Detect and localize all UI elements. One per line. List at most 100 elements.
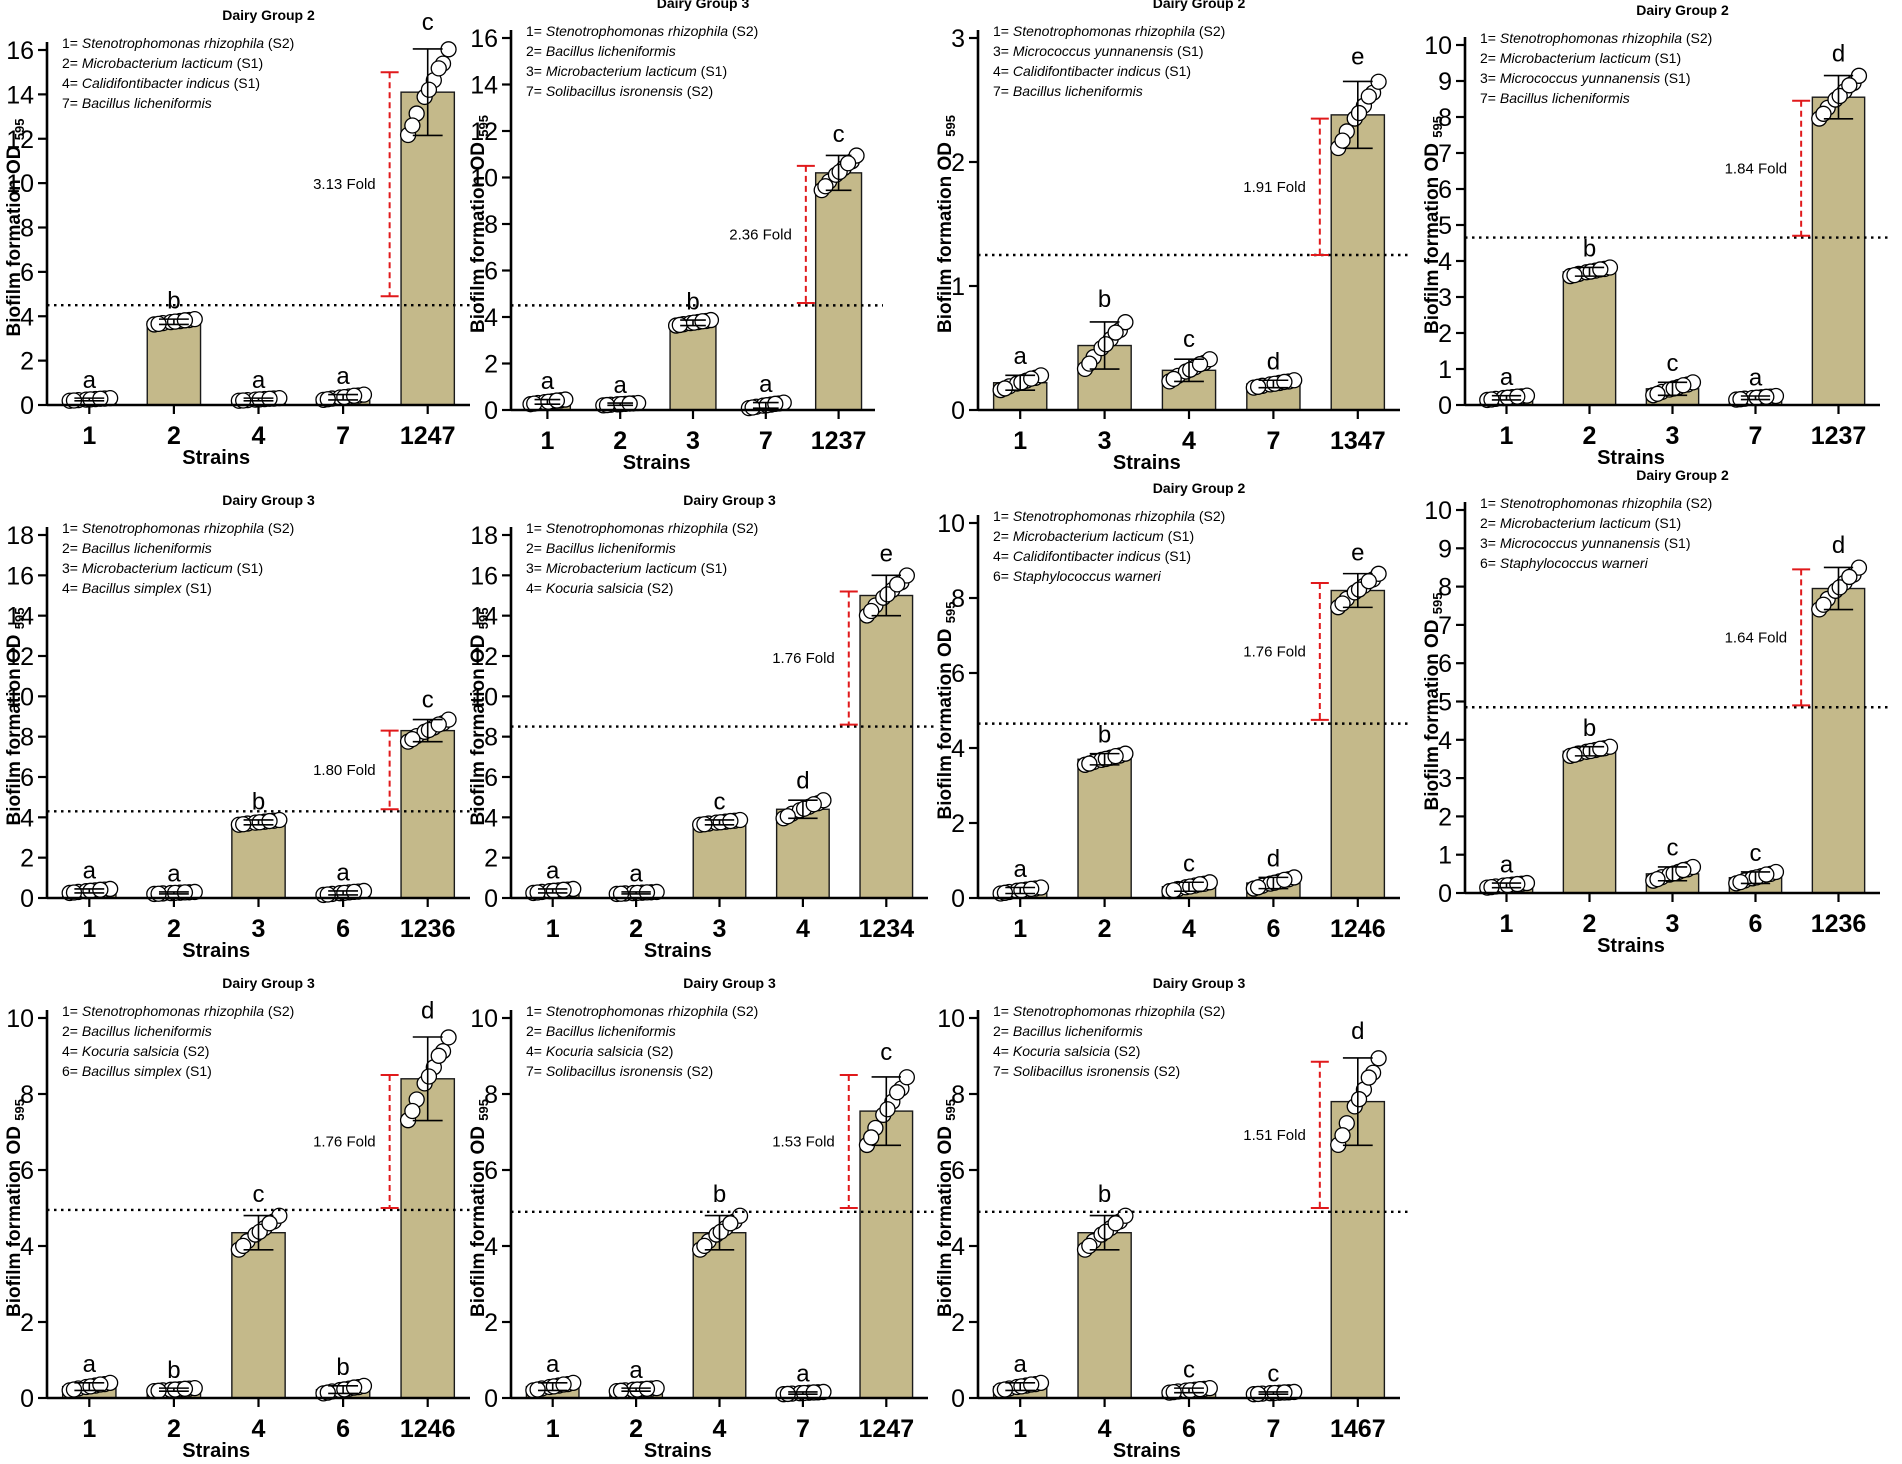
bar-1347[interactable] <box>1330 114 1386 411</box>
data-point <box>889 1084 906 1101</box>
data-point <box>235 1237 252 1255</box>
legend-key: 2= <box>526 43 546 59</box>
bar-3[interactable] <box>231 821 286 899</box>
x-tick-label: 1236 <box>1811 910 1867 938</box>
chart-panel-7: Dairy Group 2 1= Stenotrophomonas rhizoph… <box>935 480 1408 943</box>
bar-1247[interactable] <box>859 1110 914 1399</box>
bar-4[interactable] <box>1077 1231 1132 1399</box>
y-axis-title-main: Biofilm formation OD <box>468 137 489 333</box>
bar-1237[interactable] <box>1811 96 1866 406</box>
legend-species: Bacillus licheniformis <box>1013 1023 1143 1039</box>
data-point <box>1732 873 1749 891</box>
data-point <box>722 812 739 830</box>
x-tick-label: 2 <box>629 915 643 943</box>
data-point <box>1592 261 1609 278</box>
data-point <box>1081 355 1098 372</box>
legend-group: (S2) <box>1195 1003 1225 1019</box>
x-axis-title: Strains <box>623 452 691 474</box>
significance-letter: b <box>336 1354 349 1381</box>
bar-1234[interactable] <box>859 594 914 899</box>
x-tick-label: 2 <box>167 1415 181 1443</box>
legend-group: (S2) <box>728 1003 758 1019</box>
legend-species: Stenotrophomonas rhizophila <box>1500 30 1682 46</box>
bar-2[interactable] <box>1077 758 1132 899</box>
legend-entry: 2= Bacillus licheniformis <box>62 540 212 556</box>
x-axis-title: Strains <box>644 940 712 962</box>
y-tick-label: 16 <box>6 562 34 590</box>
data-point <box>1334 132 1351 149</box>
legend-entry: 4= Bacillus simplex (S1) <box>62 580 212 596</box>
x-tick-label: 2 <box>629 1415 643 1443</box>
data-point <box>261 812 278 830</box>
bar-1236[interactable] <box>400 729 456 899</box>
y-tick-label: 12 <box>6 643 34 671</box>
legend-key: 2= <box>1480 515 1500 531</box>
y-axis-title-sub: 595 <box>12 118 27 140</box>
bar-3[interactable] <box>669 322 717 411</box>
legend-group: (S2) <box>683 1063 713 1079</box>
legend-key: 2= <box>526 1023 546 1039</box>
legend-group: (S1) <box>697 560 727 576</box>
legend-key: 2= <box>62 55 82 71</box>
significance-letter: c <box>253 1181 265 1208</box>
legend-entry: 1= Stenotrophomonas rhizophila (S2) <box>993 508 1225 524</box>
legend-key: 3= <box>526 560 546 576</box>
bar-2[interactable] <box>1562 750 1617 894</box>
x-tick-label: 7 <box>336 422 350 450</box>
y-axis-title: Biofilm formation OD 595 <box>1422 116 1445 334</box>
significance-letter: a <box>546 1351 560 1378</box>
legend-group: (S2) <box>264 520 294 536</box>
chart-panel-10: Dairy Group 3 1= Stenotrophomonas rhizoph… <box>468 975 936 1462</box>
data-point <box>1165 882 1182 899</box>
legend-key: 2= <box>1480 50 1500 66</box>
y-axis-title: Biofilm formation OD 595 <box>1422 592 1445 810</box>
bar-1236[interactable] <box>1811 587 1866 894</box>
x-tick-label: 2 <box>1583 422 1597 450</box>
legend-key: 7= <box>993 83 1013 99</box>
fold-change-label: 3.13 Fold <box>313 176 376 193</box>
x-tick-label: 2 <box>1098 915 1112 943</box>
y-tick-label: 0 <box>20 885 34 913</box>
legend-key: 4= <box>993 63 1013 79</box>
y-tick-label: 4 <box>484 804 498 832</box>
bar-1247[interactable] <box>400 91 456 406</box>
legend: 1= Stenotrophomonas rhizophila (S2) 2= Ba… <box>62 1003 294 1079</box>
x-tick-label: 1 <box>1500 910 1514 938</box>
y-axis-title-main: Biofilm formation OD <box>1422 614 1443 810</box>
y-tick-label: 4 <box>20 804 34 832</box>
y-axis-title-main: Biofilm formation OD <box>4 140 25 336</box>
significance-letter: b <box>1098 286 1111 313</box>
y-axis-title-sub: 595 <box>1430 592 1445 614</box>
legend-species: Kocuria salsicia <box>1013 1043 1110 1059</box>
legend-key: 1= <box>993 1003 1013 1019</box>
legend-species: Stenotrophomonas rhizophila <box>82 520 264 536</box>
significance-letter: b <box>686 288 699 315</box>
legend-species: Bacillus simplex <box>82 1063 183 1079</box>
data-point <box>863 1129 880 1146</box>
y-tick-label: 6 <box>20 764 34 792</box>
legend-entry: 1= Stenotrophomonas rhizophila (S2) <box>526 1003 758 1019</box>
x-tick-label: 2 <box>167 422 181 450</box>
legend-entry: 3= Microbacterium lacticum (S1) <box>526 63 727 79</box>
data-point <box>1360 88 1377 105</box>
y-tick-label: 8 <box>484 1081 498 1109</box>
bar-1237[interactable] <box>814 172 863 411</box>
significance-letter: c <box>1183 326 1195 353</box>
y-tick-label: 4 <box>951 1233 965 1261</box>
significance-letter: a <box>1500 364 1514 391</box>
bar-4[interactable] <box>692 1231 747 1399</box>
chart-panel-1: Dairy Group 2 1= Stenotrophomonas rhizoph… <box>4 7 478 469</box>
y-tick-label: 6 <box>20 259 34 287</box>
bar-3[interactable] <box>692 821 747 899</box>
bar-1246[interactable] <box>400 1078 456 1399</box>
legend-species: Bacillus licheniformis <box>546 540 676 556</box>
bar-2[interactable] <box>1562 271 1617 406</box>
bar-1246[interactable] <box>1330 589 1386 899</box>
y-tick-label: 4 <box>1438 727 1452 755</box>
x-tick-label: 3 <box>1666 910 1680 938</box>
significance-letter: b <box>713 1181 726 1208</box>
fold-change-label: 1.76 Fold <box>313 1134 376 1151</box>
legend-entry: 2= Bacillus licheniformis <box>526 1023 676 1039</box>
bar-2[interactable] <box>146 321 202 406</box>
legend-entry: 6= Staphylococcus warneri <box>1480 555 1649 571</box>
